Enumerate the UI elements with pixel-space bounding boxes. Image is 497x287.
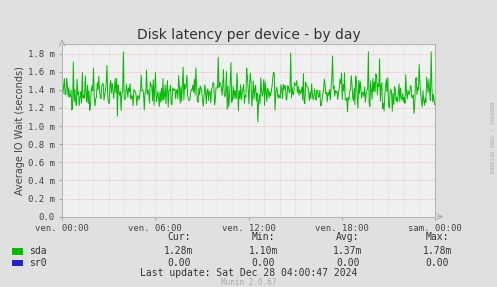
Text: 0.00: 0.00	[336, 258, 360, 267]
Text: 1.78m: 1.78m	[422, 246, 452, 256]
Title: Disk latency per device - by day: Disk latency per device - by day	[137, 28, 360, 42]
Text: 0.00: 0.00	[167, 258, 191, 267]
Text: Munin 2.0.67: Munin 2.0.67	[221, 278, 276, 287]
Text: Min:: Min:	[251, 232, 275, 242]
Text: Max:: Max:	[425, 232, 449, 242]
Text: sda: sda	[29, 246, 46, 256]
Y-axis label: Average IO Wait (seconds): Average IO Wait (seconds)	[15, 66, 25, 195]
Text: 1.10m: 1.10m	[248, 246, 278, 256]
Text: 0.00: 0.00	[425, 258, 449, 267]
Text: 0.00: 0.00	[251, 258, 275, 267]
Text: RRDTOOL / TOBI OETIKER: RRDTOOL / TOBI OETIKER	[488, 102, 493, 174]
Text: Cur:: Cur:	[167, 232, 191, 242]
Text: 1.37m: 1.37m	[333, 246, 363, 256]
Text: 1.28m: 1.28m	[164, 246, 194, 256]
Text: sr0: sr0	[29, 258, 46, 267]
Text: Last update: Sat Dec 28 04:00:47 2024: Last update: Sat Dec 28 04:00:47 2024	[140, 268, 357, 278]
Text: Avg:: Avg:	[336, 232, 360, 242]
